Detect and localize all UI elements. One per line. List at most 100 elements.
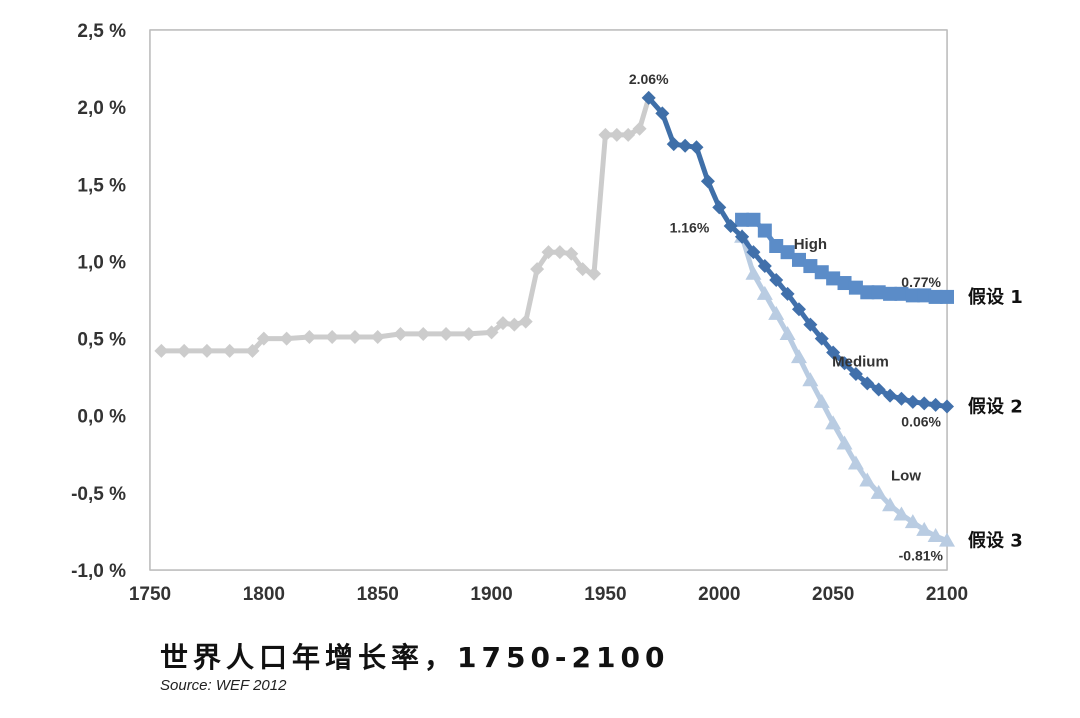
y-tick-label: 0,5 % bbox=[77, 330, 126, 351]
data-point bbox=[745, 265, 762, 280]
data-point bbox=[712, 200, 727, 215]
data-point bbox=[940, 289, 954, 304]
data-point bbox=[484, 325, 499, 340]
data-point bbox=[723, 218, 738, 233]
data-point bbox=[837, 356, 852, 371]
data-point bbox=[416, 326, 431, 341]
data-point bbox=[347, 330, 362, 345]
x-tick-label: 1800 bbox=[243, 584, 285, 605]
data-point bbox=[177, 343, 192, 358]
data-point bbox=[803, 259, 818, 274]
data-point bbox=[564, 246, 579, 261]
data-point bbox=[256, 331, 271, 346]
y-tick-label: 2,5 % bbox=[77, 21, 126, 42]
x-tick-label: 1850 bbox=[357, 584, 399, 605]
data-point bbox=[779, 325, 796, 340]
x-tick-label: 2100 bbox=[926, 584, 968, 605]
data-point bbox=[871, 382, 886, 397]
series-label: Low bbox=[891, 468, 921, 485]
data-point bbox=[461, 326, 476, 341]
data-point bbox=[678, 138, 693, 153]
data-point bbox=[598, 127, 613, 142]
y-tick-label: 1,0 % bbox=[77, 252, 126, 273]
data-point bbox=[575, 262, 590, 277]
tick-labels: 1750 1800 1850 1900 1950 2000 2050 2100 -1,0 % -0… bbox=[71, 21, 968, 605]
data-point bbox=[279, 331, 294, 346]
scenario-label: 假设 1 bbox=[968, 286, 1023, 308]
data-point bbox=[893, 506, 910, 521]
data-point bbox=[780, 286, 795, 301]
data-point bbox=[848, 367, 863, 382]
data-point bbox=[859, 472, 876, 487]
data-point bbox=[904, 514, 921, 529]
data-point bbox=[632, 121, 647, 136]
data-point bbox=[757, 259, 772, 274]
x-tick-label: 2000 bbox=[698, 584, 740, 605]
data-point bbox=[917, 396, 932, 411]
data-point bbox=[814, 331, 829, 346]
data-point bbox=[803, 317, 818, 332]
data-point bbox=[826, 271, 841, 286]
data-point bbox=[870, 484, 887, 499]
series-label: Medium bbox=[832, 353, 889, 370]
data-point bbox=[495, 316, 510, 331]
value-annotation: 2.06% bbox=[629, 71, 669, 87]
axes bbox=[149, 29, 948, 571]
data-point bbox=[757, 223, 772, 238]
data-point bbox=[837, 276, 852, 291]
data-point bbox=[666, 137, 681, 152]
x-tick-label: 1750 bbox=[129, 584, 171, 605]
data-point bbox=[917, 288, 932, 303]
data-point bbox=[769, 239, 784, 253]
x-tick-label: 1950 bbox=[584, 584, 626, 605]
data-point bbox=[826, 345, 841, 360]
growth-rate-chart: 1750 1800 1850 1900 1950 2000 2050 2100 -1,0 % -0… bbox=[71, 21, 1023, 605]
data-point bbox=[609, 127, 624, 142]
annotation-layer: High Medium Low 2.06% 1.16% 0.77% 0.06% -0.81% 假… bbox=[629, 71, 1023, 564]
data-point bbox=[894, 391, 909, 406]
data-point bbox=[847, 455, 864, 470]
data-point bbox=[927, 528, 944, 543]
data-point bbox=[641, 90, 656, 105]
data-point bbox=[769, 272, 784, 287]
data-point bbox=[848, 280, 863, 295]
data-point bbox=[746, 212, 761, 227]
data-point bbox=[791, 252, 806, 267]
scenario-label: 假设 2 bbox=[968, 395, 1023, 417]
data-point bbox=[393, 326, 408, 341]
data-point bbox=[587, 266, 602, 281]
data-point bbox=[860, 376, 875, 391]
data-point bbox=[791, 302, 806, 317]
data-point bbox=[813, 393, 830, 408]
source-note: Source: WEF 2012 bbox=[160, 677, 287, 694]
data-point bbox=[222, 343, 237, 358]
data-point bbox=[905, 288, 920, 303]
chart-title: 世界人口年增长率，1750-2100 bbox=[160, 641, 670, 674]
data-point bbox=[940, 399, 954, 414]
data-point bbox=[928, 397, 943, 412]
y-tick-label: -1,0 % bbox=[71, 561, 126, 582]
value-annotation: 1.16% bbox=[670, 220, 710, 236]
series-layer bbox=[154, 90, 955, 547]
data-point bbox=[871, 285, 886, 300]
data-point bbox=[325, 330, 340, 345]
data-point bbox=[439, 326, 454, 341]
x-tick-label: 2050 bbox=[812, 584, 854, 605]
x-tick-label: 1900 bbox=[470, 584, 512, 605]
data-point bbox=[370, 330, 385, 345]
data-point bbox=[756, 285, 773, 300]
data-point bbox=[621, 127, 636, 142]
data-point bbox=[836, 435, 853, 450]
data-point bbox=[939, 532, 955, 547]
data-point bbox=[700, 174, 715, 189]
data-point bbox=[768, 305, 785, 320]
data-point bbox=[825, 415, 842, 430]
data-point bbox=[746, 245, 761, 260]
data-point bbox=[802, 372, 819, 387]
data-point bbox=[735, 229, 750, 244]
data-point bbox=[905, 394, 920, 409]
data-point bbox=[518, 314, 533, 329]
plot-frame bbox=[149, 29, 948, 571]
data-point bbox=[302, 330, 317, 345]
data-point bbox=[916, 521, 933, 536]
